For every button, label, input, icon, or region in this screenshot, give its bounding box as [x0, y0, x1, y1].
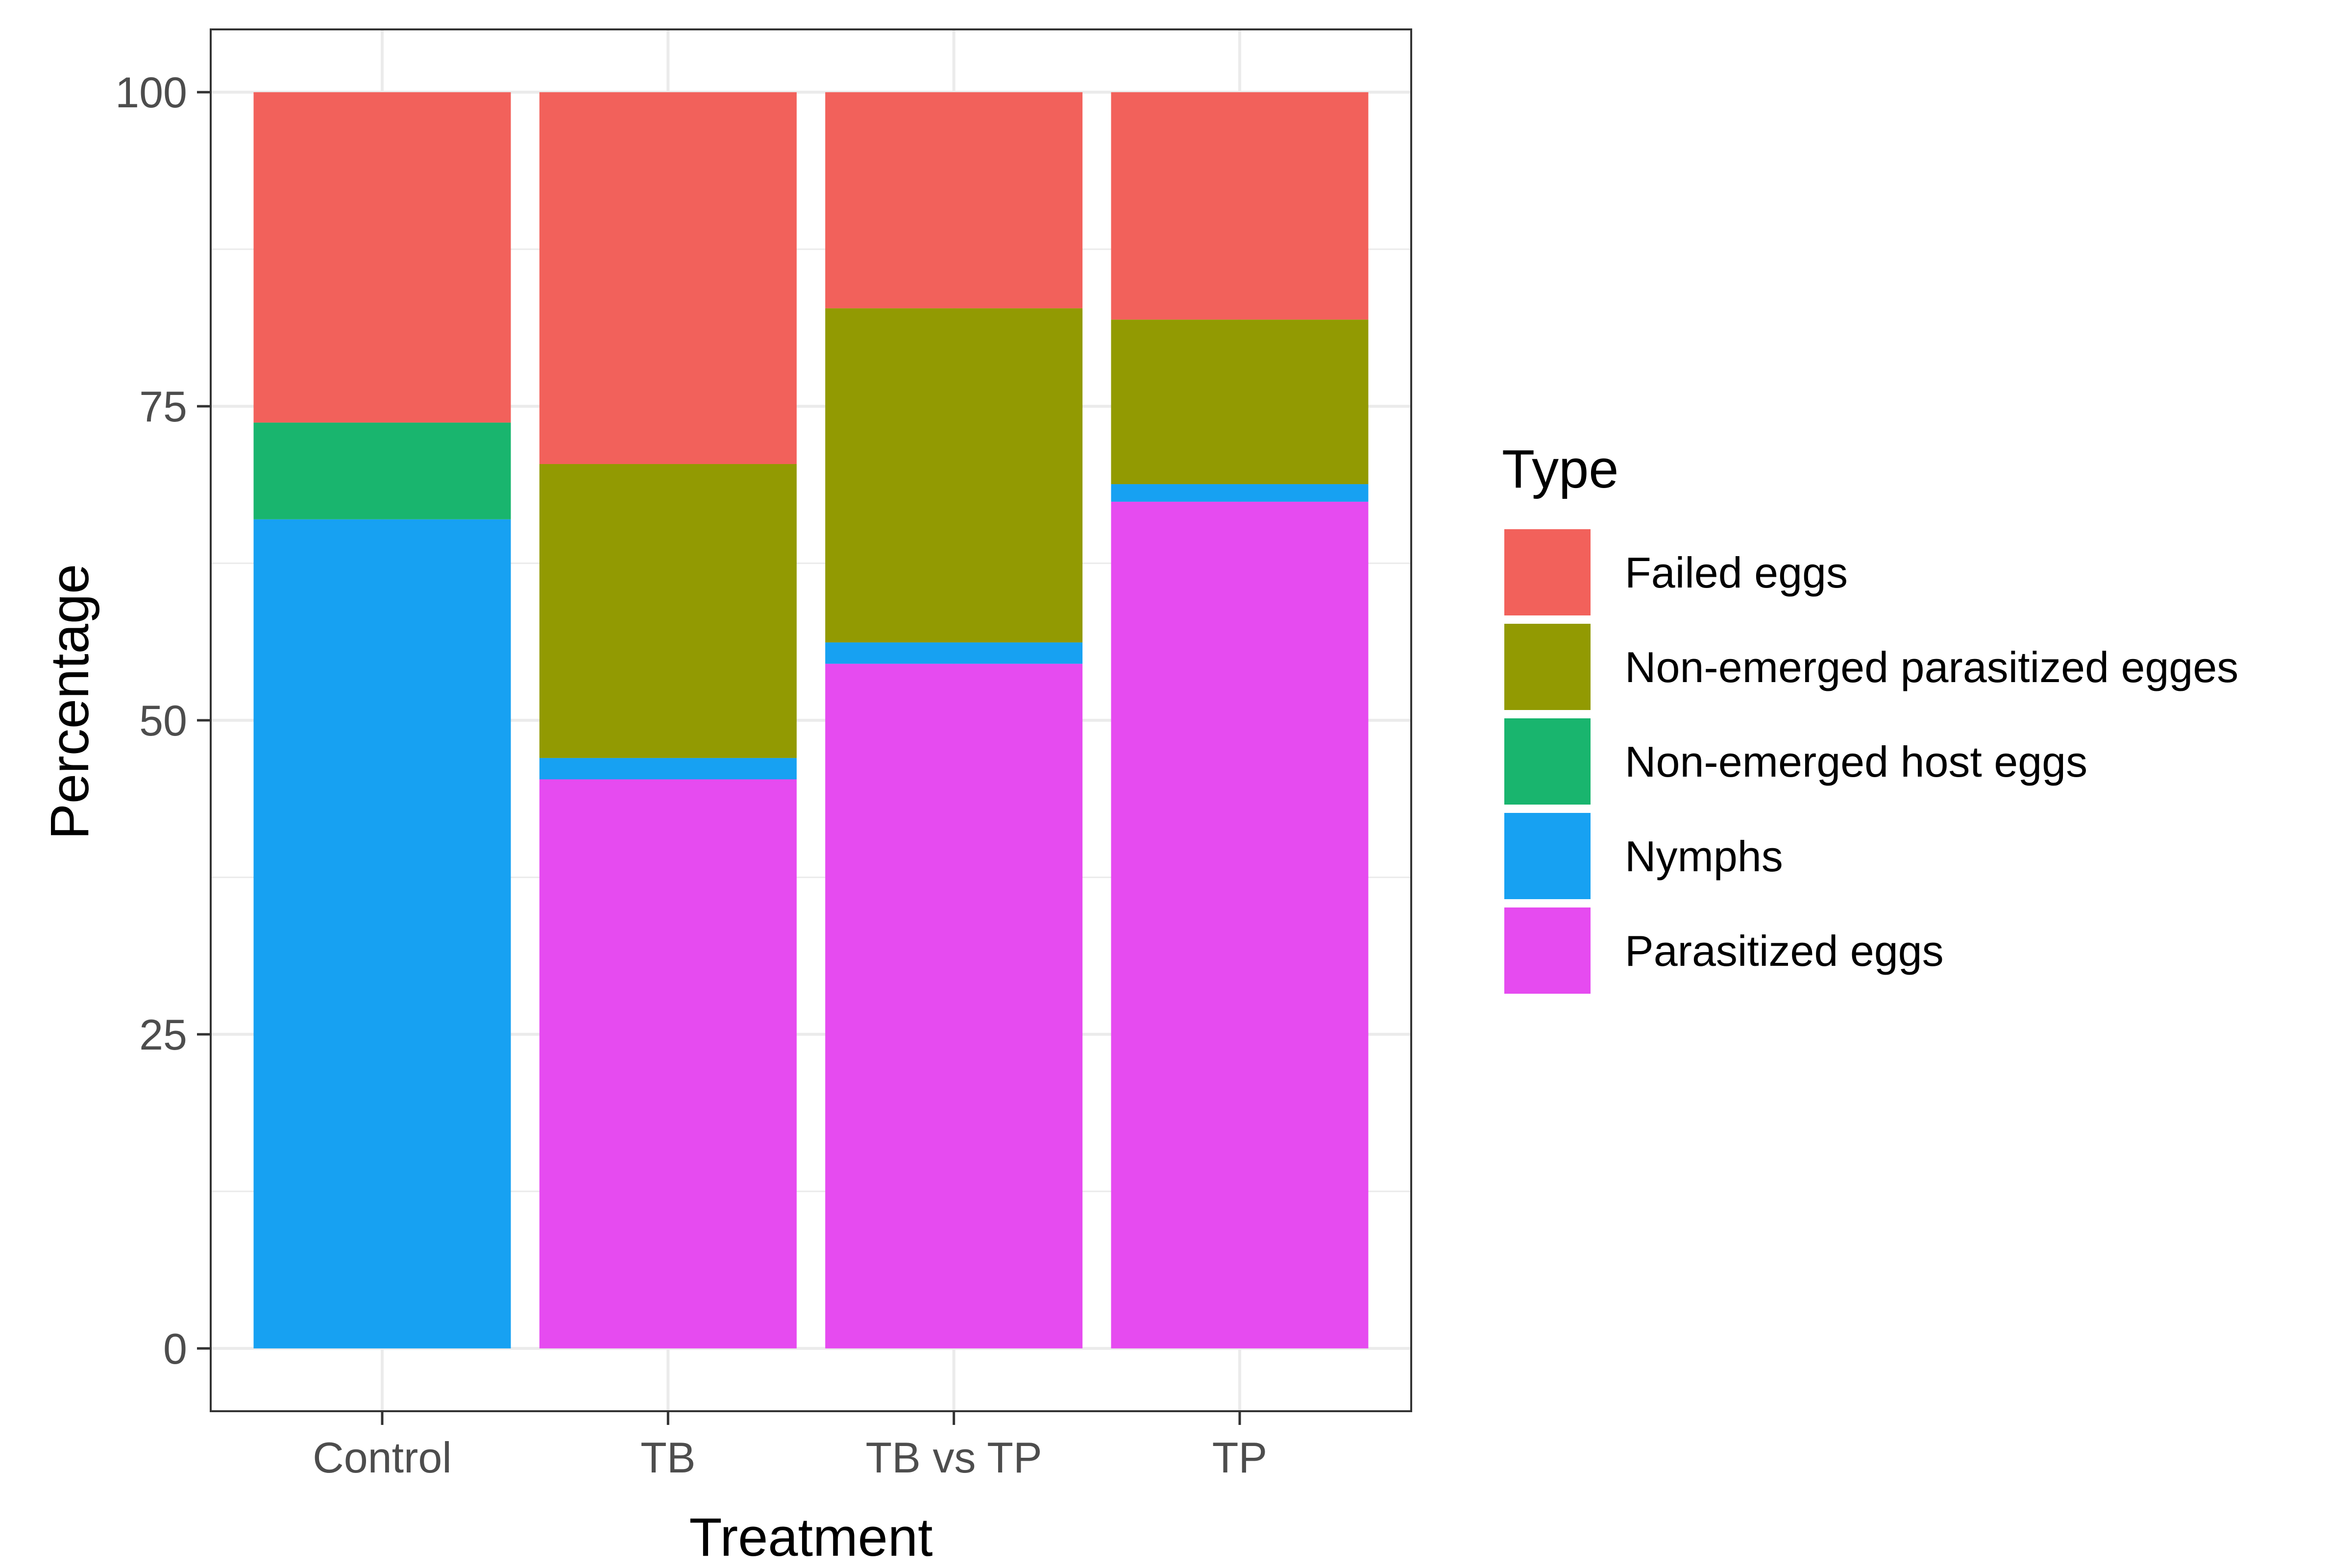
bar-tb-vs-tp-nymphs: [825, 642, 1083, 664]
bar-tp-nymphs: [1111, 484, 1369, 502]
legend-key-nymphs: [1504, 813, 1591, 899]
x-axis-title: Treatment: [689, 1507, 932, 1568]
bar-tb-vs-tp-parasitized-eggs: [825, 663, 1083, 1348]
legend-key-non-emerged-parasitized-egges: [1504, 624, 1591, 710]
legend-items: Failed eggs Non-emerged parasitized egges…: [1504, 529, 2238, 994]
legend-label-nymphs: Nymphs: [1625, 832, 1783, 881]
bar-tb-vs-tp-failed-eggs: [825, 92, 1083, 309]
x-tick-label-tb-vs-tp: TB vs TP: [866, 1433, 1042, 1482]
legend-title: Type: [1502, 439, 1618, 499]
bar-tb-failed-eggs: [539, 92, 797, 465]
bar-tb-vs-tp-non-emerged-parasitized-egges: [825, 308, 1083, 643]
x-tick-label-tb: TB: [640, 1433, 695, 1482]
bar-tb-non-emerged-parasitized-egges: [539, 464, 797, 758]
bar-tb-nymphs: [539, 758, 797, 780]
legend-label-failed-eggs: Failed eggs: [1625, 548, 1848, 597]
y-tick-label: 50: [139, 696, 187, 745]
legend-key-failed-eggs: [1504, 529, 1591, 615]
legend: Type Failed eggs Non-emerged parasitized …: [1502, 439, 2238, 994]
y-tick-label: 0: [163, 1324, 187, 1373]
bar-control-non-emerged-host-eggs: [253, 422, 511, 519]
legend-label-non-emerged-host-eggs: Non-emerged host eggs: [1625, 737, 2087, 786]
bar-tp-failed-eggs: [1111, 92, 1369, 320]
y-tick-label: 25: [139, 1010, 187, 1059]
legend-key-parasitized-eggs: [1504, 907, 1591, 994]
bar-tb-parasitized-eggs: [539, 779, 797, 1348]
x-tick-label-tp: TP: [1212, 1433, 1267, 1482]
axes: 0 25 50 75 100 Control TB TB vs TP TP: [115, 68, 1267, 1482]
legend-label-non-emerged-parasitized-egges: Non-emerged parasitized egges: [1625, 643, 2238, 691]
bar-tp-parasitized-eggs: [1111, 501, 1369, 1348]
y-tick-label: 100: [115, 68, 187, 117]
bar-tp-non-emerged-parasitized-egges: [1111, 319, 1369, 485]
legend-label-parasitized-eggs: Parasitized eggs: [1625, 927, 1944, 975]
legend-key-non-emerged-host-eggs: [1504, 718, 1591, 805]
y-tick-label: 75: [139, 382, 187, 431]
bar-control-nymphs: [253, 519, 511, 1348]
x-tick-label-control: Control: [313, 1433, 452, 1482]
bars: [253, 92, 1369, 1348]
bar-control-failed-eggs: [253, 92, 511, 423]
y-axis-title: Percentage: [40, 564, 100, 840]
